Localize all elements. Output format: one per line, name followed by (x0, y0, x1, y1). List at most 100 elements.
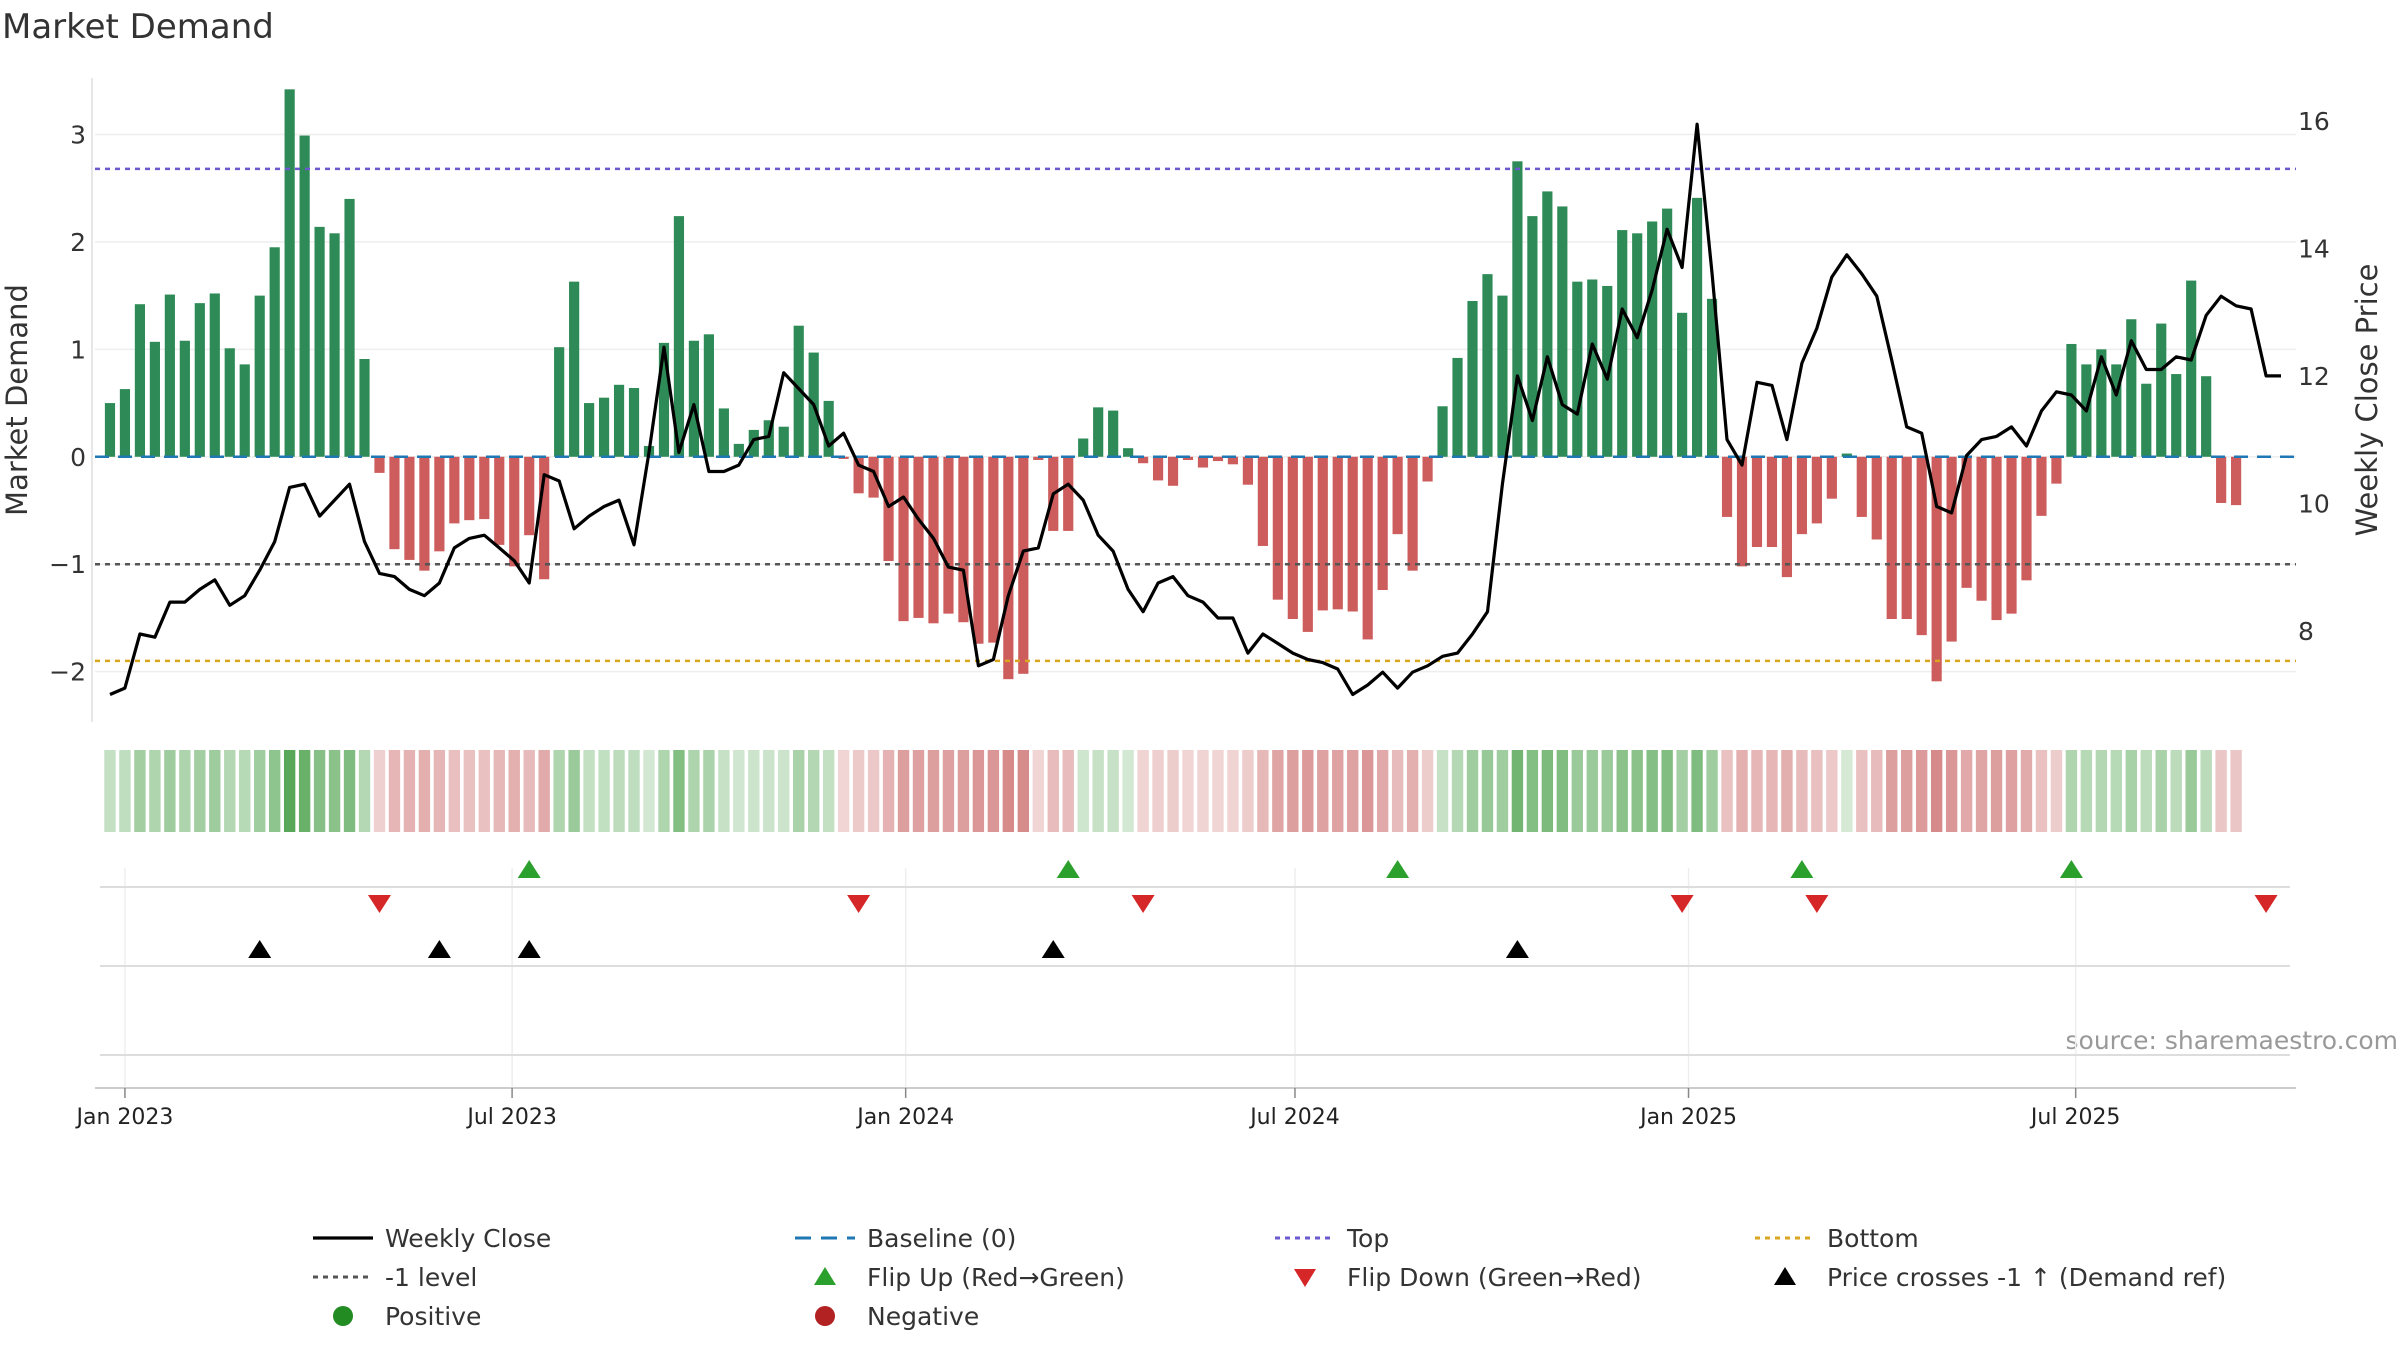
heat-cell (1167, 750, 1179, 832)
demand-bar-positive (1078, 438, 1089, 457)
demand-bar-positive (598, 397, 610, 457)
heat-cell (1466, 750, 1479, 832)
demand-bar-positive (1632, 233, 1643, 457)
heat-cell (718, 750, 730, 832)
weekly-close-line (109, 122, 2281, 697)
demand-bar-negative (1392, 456, 1403, 535)
flip-down-marker (2254, 895, 2278, 913)
demand-bar-negative (1751, 456, 1763, 548)
demand-bar-negative (1976, 456, 1987, 601)
heat-cell (283, 750, 296, 832)
heat-cell (2065, 750, 2078, 832)
demand-bar-positive (149, 341, 160, 457)
heat-cell (1212, 750, 1224, 832)
price-cross-marker (1505, 940, 1529, 958)
heat-cell (1032, 750, 1044, 832)
legend-entry: Weekly Close (313, 1224, 551, 1253)
demand-bar-positive (2111, 364, 2122, 457)
demand-bar-positive (194, 303, 205, 457)
legend-swatch (1294, 1269, 1316, 1287)
demand-bar-negative (1871, 456, 1882, 540)
heat-cell (104, 750, 116, 832)
right-tick-label: 10 (2298, 489, 2330, 518)
heat-cell (2080, 750, 2093, 832)
demand-bar-negative (1796, 456, 1807, 535)
heat-cell (673, 750, 685, 832)
demand-bar-positive (763, 420, 774, 457)
demand-bar-positive (658, 342, 670, 457)
demand-bar-positive (329, 233, 340, 457)
heat-cell (2110, 750, 2123, 832)
demand-bar-positive (2066, 343, 2077, 457)
demand-bar-positive (2096, 349, 2107, 457)
heat-cell (1287, 750, 1299, 832)
legend-entry: Bottom (1755, 1224, 1919, 1253)
flip-down-marker (367, 895, 391, 913)
heat-cell (268, 750, 281, 832)
heat-cell (942, 750, 955, 832)
heat-cell (2035, 750, 2048, 832)
demand-bar-positive (2126, 319, 2137, 457)
heat-cell (1092, 750, 1104, 832)
demand-bar-negative (1901, 456, 1912, 620)
demand-bar-positive (359, 359, 370, 457)
left-tick-label: −2 (49, 658, 86, 687)
demand-bar-negative (988, 456, 999, 643)
heat-cell (358, 750, 371, 832)
heat-cell (1047, 750, 1059, 832)
legend-swatch (1774, 1267, 1796, 1285)
flip-down-marker (847, 895, 871, 913)
demand-bar-positive (1527, 216, 1538, 457)
demand-bar-positive (733, 443, 744, 457)
demand-bar-positive (1512, 161, 1523, 457)
demand-bar-positive (1437, 406, 1448, 457)
heat-cell (1017, 750, 1030, 832)
heat-cell (1347, 750, 1359, 832)
demand-bar-positive (1542, 191, 1553, 457)
demand-bar-negative (404, 456, 415, 560)
demand-bar-negative (1063, 456, 1074, 531)
legend-label: Negative (867, 1302, 979, 1331)
heat-cell (1631, 750, 1643, 832)
flip-down-marker (1805, 895, 1829, 913)
heat-cell (778, 750, 790, 832)
heat-cell (1541, 750, 1554, 832)
demand-bar-negative (509, 456, 520, 567)
demand-bar-negative (868, 456, 879, 498)
right-tick-label: 8 (2298, 617, 2314, 646)
heat-cell (388, 750, 401, 832)
left-tick-label: 0 (70, 443, 86, 472)
heat-cell (2125, 750, 2137, 832)
demand-bar-negative (1362, 456, 1373, 640)
demand-bar-positive (1677, 312, 1688, 457)
event-markers (100, 860, 2290, 1056)
heat-cell (733, 750, 745, 832)
heat-cell (1122, 750, 1134, 832)
demand-bar-negative (374, 456, 385, 473)
demand-bar-negative (1152, 456, 1164, 481)
demand-bar-negative (2216, 456, 2227, 503)
demand-bar-positive (584, 403, 595, 457)
demand-bar-negative (2036, 456, 2047, 516)
demand-bar-negative (1332, 456, 1343, 610)
demand-bar-negative (2231, 456, 2242, 506)
heat-cell (987, 750, 1000, 832)
weekly-close-line (109, 122, 2281, 697)
flip-up-marker (1386, 860, 1410, 878)
demand-bar-negative (1721, 456, 1733, 517)
demand-bar-positive (1108, 410, 1119, 457)
demand-bar-positive (314, 226, 325, 457)
legend-label: Positive (385, 1302, 481, 1331)
heat-cell (134, 750, 146, 832)
heat-cell (1930, 750, 1943, 832)
heat-cell (1826, 750, 1838, 832)
heat-cell (433, 750, 446, 832)
demand-bar-positive (1093, 407, 1104, 457)
heat-cell (927, 750, 940, 832)
demand-bar-positive (1482, 274, 1493, 457)
demand-bar-negative (479, 456, 490, 520)
heat-cell (493, 750, 505, 832)
demand-bar-positive (569, 281, 580, 457)
heat-cell (1915, 750, 1928, 832)
demand-bar-positive (748, 429, 759, 457)
